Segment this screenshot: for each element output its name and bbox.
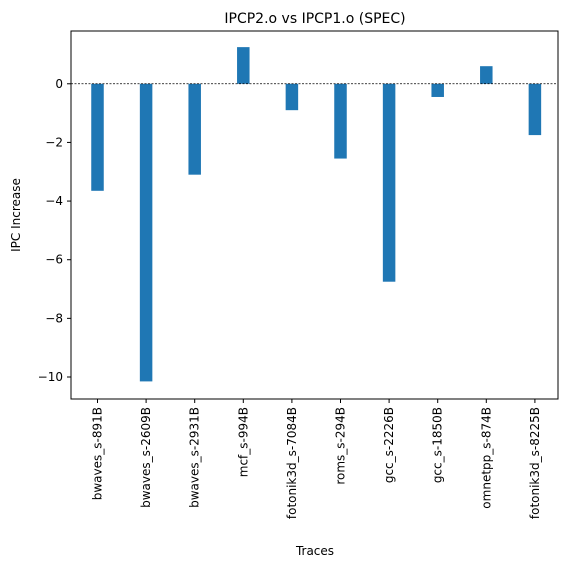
x-tick-label: gcc_s-1850B xyxy=(431,407,445,483)
x-tick-label: bwaves_s-2609B xyxy=(139,407,153,508)
x-tick-label: mcf_s-994B xyxy=(236,407,250,477)
x-tick-label: roms_s-294B xyxy=(334,407,348,485)
bar-omnetpp_s-874B xyxy=(480,66,493,84)
bar-roms_s-294B xyxy=(334,83,347,159)
x-tick-label: bwaves_s-2931B xyxy=(188,407,202,508)
y-tick-label: −4 xyxy=(45,194,63,208)
x-axis-ticks: bwaves_s-891B bwaves_s-2609B bwaves_s-2931… xyxy=(91,399,542,519)
x-axis-label: Traces xyxy=(295,544,334,558)
bar-gcc_s-2226B xyxy=(382,83,396,282)
x-tick-label: omnetpp_s-874B xyxy=(479,407,493,509)
y-tick-label: −2 xyxy=(45,135,63,149)
bar-fotonik3d_s-8225B xyxy=(528,83,542,136)
y-tick-label: −6 xyxy=(45,253,63,267)
bar-gcc_s-1850B xyxy=(431,83,444,97)
y-tick-label: −10 xyxy=(38,370,63,384)
y-tick-label: −8 xyxy=(45,311,63,325)
bar-bwaves_s-2931B xyxy=(188,83,201,175)
y-axis-ticks: 0 −2 −4 −6 −8 −10 xyxy=(38,77,71,384)
y-axis-label: IPC Increase xyxy=(9,178,23,252)
bars-group xyxy=(91,47,542,382)
bar-bwaves_s-2609B xyxy=(139,83,153,382)
plot-area-frame xyxy=(70,30,559,400)
x-tick-label: fotonik3d_s-7084B xyxy=(285,407,299,519)
x-tick-label: gcc_s-2226B xyxy=(382,407,396,483)
y-tick-label: 0 xyxy=(55,77,63,91)
bar-fotonik3d_s-7084B xyxy=(285,83,299,111)
bar-bwaves_s-891B xyxy=(91,83,104,191)
x-tick-label: fotonik3d_s-8225B xyxy=(528,407,542,519)
bar-mcf_s-994B xyxy=(237,47,250,84)
x-tick-label: bwaves_s-891B xyxy=(91,407,105,500)
chart-title: IPCP2.o vs IPCP1.o (SPEC) xyxy=(224,11,405,27)
